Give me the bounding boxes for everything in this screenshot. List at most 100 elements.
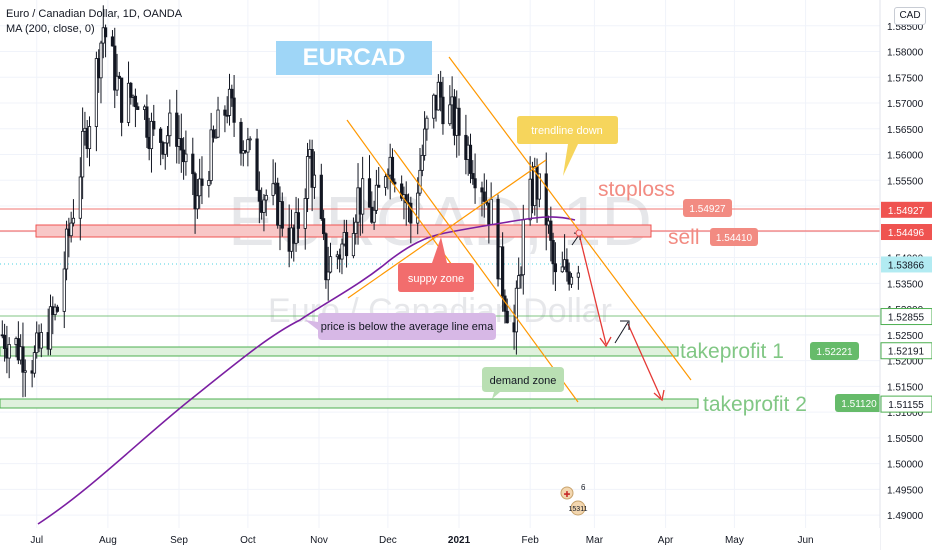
- candle-body: [521, 219, 525, 276]
- candle-body: [32, 352, 37, 374]
- candle-body: [354, 221, 358, 234]
- candle-body: [145, 106, 149, 138]
- candle-body: [39, 332, 43, 349]
- candle-body: [223, 109, 227, 116]
- candle-body: [175, 112, 179, 147]
- tp2-price-tag: 1.51120: [841, 399, 877, 410]
- y-tick-label: 1.50000: [887, 460, 924, 471]
- candle-body: [271, 183, 275, 196]
- candle-body: [113, 45, 117, 91]
- candle-body: [81, 130, 85, 178]
- candle-body: [64, 228, 69, 270]
- support-zone-tp2[interactable]: [0, 398, 699, 409]
- candle-body: [400, 183, 404, 199]
- candle-body: [198, 178, 202, 197]
- projection-arrows: [579, 237, 665, 402]
- trendline-callout-text: trendline down: [531, 125, 603, 137]
- candle-body: [425, 117, 429, 130]
- x-tick-label: Jun: [798, 535, 814, 546]
- candle-body: [94, 58, 98, 127]
- candle-body: [319, 174, 323, 220]
- demand-callout: [482, 367, 564, 399]
- candle-body: [471, 173, 475, 180]
- price-tag-label: 1.52855: [888, 313, 925, 324]
- candle-body: [372, 209, 376, 223]
- candle-body: [2, 334, 7, 349]
- candle-body: [361, 178, 365, 215]
- stoploss-price-tag: 1.54927: [689, 204, 726, 215]
- candle-body: [576, 272, 580, 278]
- candles: [0, 5, 580, 398]
- price-tag-label: 1.53866: [888, 260, 925, 271]
- candle-body: [501, 246, 505, 297]
- y-tick-label: 1.52500: [887, 331, 924, 342]
- candle-body: [374, 184, 378, 211]
- chart-title-box: EURCAD DAY: [276, 41, 432, 105]
- candle-body: [136, 106, 140, 110]
- candle-body: [569, 276, 574, 285]
- candle-body: [191, 153, 195, 175]
- candle-body: [262, 199, 266, 213]
- candle-body: [48, 306, 53, 350]
- candle-body: [416, 192, 420, 224]
- candle-body: [99, 42, 103, 79]
- sell-price-tag-bg: [710, 228, 758, 246]
- price-axis-tags: 1.54927 1.54496 1.53866 1.52855 1.52191 1.511…: [880, 201, 932, 413]
- event-markers[interactable]: ✚ 6 15311: [560, 483, 588, 516]
- symbol-line: Euro / Canadian Dollar, 1D, OANDA: [6, 8, 183, 20]
- tp1-price-tag-bg: [810, 342, 859, 360]
- y-tick-label: 1.49000: [887, 511, 924, 522]
- y-tick-label: 1.53500: [887, 279, 924, 290]
- x-tick-label: Jul: [30, 535, 43, 546]
- candle-body: [216, 109, 220, 138]
- candle-body: [344, 232, 349, 257]
- supply-callout: [398, 237, 474, 292]
- candle-body: [232, 97, 236, 123]
- currency-badge[interactable]: CAD: [894, 7, 926, 25]
- price-tag-label: 1.52191: [888, 347, 925, 358]
- candle-body: [179, 138, 183, 151]
- candle-body: [312, 174, 317, 188]
- candle-body: [152, 120, 156, 130]
- candle-body: [296, 212, 300, 229]
- price-tag-bg: [881, 201, 932, 218]
- candle-body: [163, 142, 167, 155]
- price-tag-bg: [880, 395, 932, 413]
- candle-body: [280, 201, 284, 229]
- candle-body: [305, 156, 310, 199]
- y-tick-label: 1.57000: [887, 99, 924, 110]
- y-tick-label: 1.58000: [887, 48, 924, 59]
- price-tag-label: 1.54927: [888, 206, 925, 217]
- candle-body: [551, 239, 555, 265]
- sell-point: [575, 229, 583, 237]
- candle-body: [126, 82, 131, 123]
- candle-body: [324, 233, 328, 281]
- price-tag-bg: [880, 308, 932, 326]
- candle-body: [514, 287, 518, 333]
- supply-callout-text: suppy zone: [408, 273, 464, 285]
- x-tick-label: Feb: [522, 535, 540, 546]
- svg-text:✚: ✚: [564, 490, 571, 499]
- y-tick-label: 1.51000: [887, 408, 924, 419]
- candle-body: [549, 220, 553, 241]
- candle-body: [560, 266, 564, 273]
- candle-body: [393, 181, 397, 185]
- y-tick-label: 1.58500: [887, 22, 924, 33]
- candle-body: [193, 173, 197, 210]
- candle-body: [230, 88, 234, 99]
- tp2-price-tag-bg: [835, 394, 883, 412]
- candle-body: [473, 178, 477, 189]
- time-axis[interactable]: Jul Aug Sep Oct Nov Dec 2021 Feb Mar Apr May Jun: [30, 535, 813, 546]
- price-tag-label: 1.54496: [888, 228, 925, 239]
- support-zone-tp1[interactable]: [0, 346, 679, 357]
- candle-body: [489, 198, 493, 225]
- candle-body: [517, 275, 521, 289]
- candle-body: [468, 144, 473, 174]
- candle-body: [418, 169, 422, 194]
- candle-body: [227, 88, 232, 116]
- price-tag-label: 1.51155: [888, 400, 924, 411]
- candle-body: [165, 135, 170, 144]
- stoploss-price-tag-bg: [683, 199, 732, 217]
- ma-line-legend: MA (200, close, 0): [6, 23, 95, 35]
